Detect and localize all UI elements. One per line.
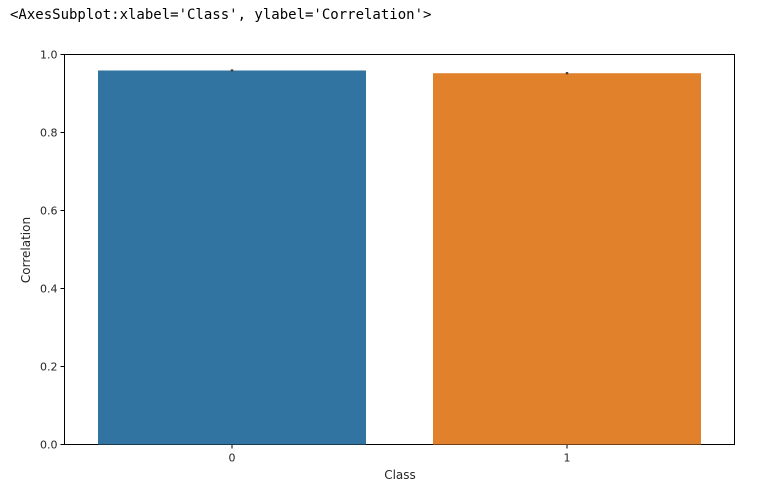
x-axis-label: Class — [384, 468, 416, 482]
y-axis: 0.0 0.2 0.4 0.6 0.8 1.0 — [40, 49, 65, 452]
output-repr-text: <AxesSubplot:xlabel='Class', ylabel='Cor… — [10, 7, 432, 23]
bar-class-1 — [433, 73, 701, 445]
y-tick-label: 0.2 — [40, 361, 58, 374]
error-bars-group — [230, 69, 569, 75]
bars-group — [98, 70, 701, 445]
y-tick-label: 0.0 — [40, 439, 58, 452]
bar-class-0 — [98, 70, 366, 445]
y-axis-label: Correlation — [19, 217, 33, 283]
x-tick-label: 1 — [564, 452, 571, 465]
y-tick-label: 0.6 — [40, 205, 58, 218]
y-tick-label: 0.4 — [40, 283, 58, 296]
y-tick-label: 1.0 — [40, 49, 58, 62]
x-tick-label: 0 — [229, 452, 236, 465]
y-tick-label: 0.8 — [40, 127, 58, 140]
plot-area-frame — [64, 54, 735, 445]
